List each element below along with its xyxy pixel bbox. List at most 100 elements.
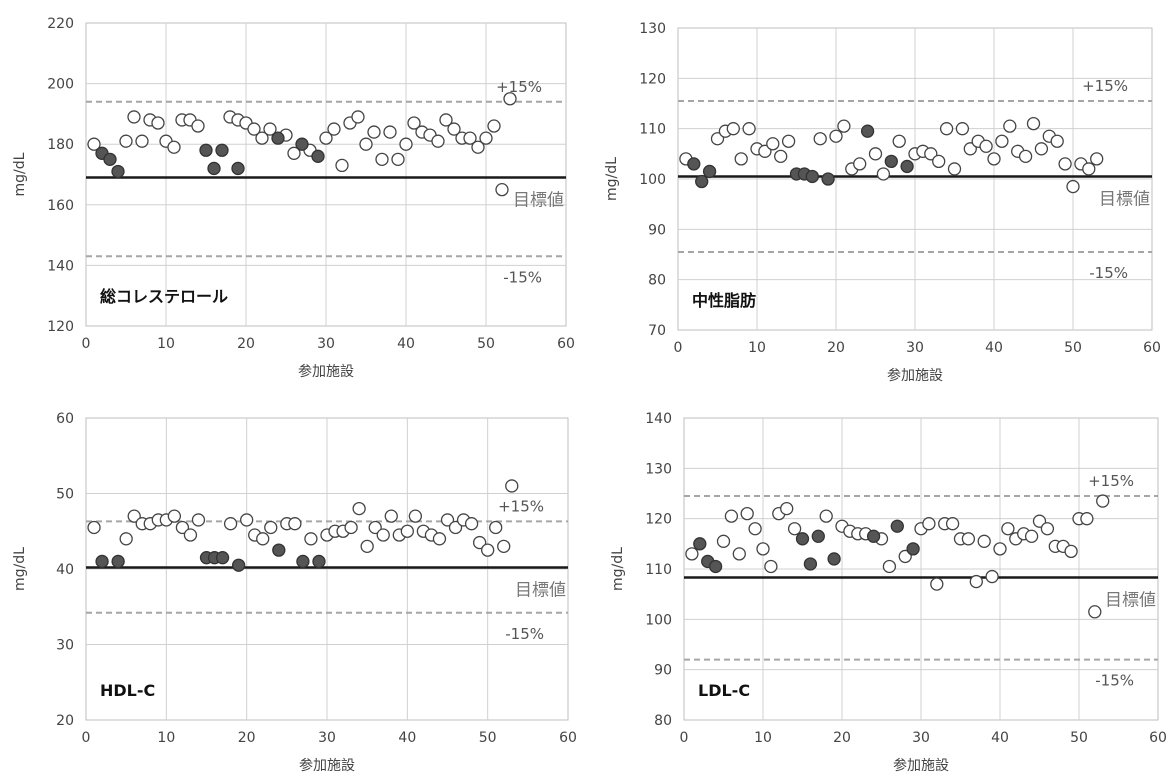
y-tick-label: 80 <box>654 713 672 729</box>
data-point-open <box>922 517 936 531</box>
data-point-open <box>304 532 318 546</box>
data-point-open <box>400 524 414 538</box>
y-tick-label: 160 <box>47 198 74 214</box>
data-point-open <box>756 542 770 556</box>
data-point-open <box>780 501 794 516</box>
y-tick-label: 180 <box>47 137 74 153</box>
x-tick-label: 60 <box>557 336 575 352</box>
data-point-filled <box>272 543 286 557</box>
target-label: 目標値 <box>513 191 564 211</box>
x-tick-label: 50 <box>479 730 497 746</box>
data-point-open <box>742 122 756 136</box>
y-tick-label: 110 <box>645 562 672 578</box>
data-point-open <box>726 122 740 136</box>
data-point-open <box>993 542 1007 556</box>
data-point-open <box>497 539 511 553</box>
x-tick-label: 20 <box>237 336 255 352</box>
data-point-open <box>819 509 833 523</box>
data-point-filled <box>296 554 310 569</box>
x-tick-label: 40 <box>991 730 1009 746</box>
data-point-open <box>1040 522 1055 536</box>
data-point-open <box>352 501 366 516</box>
x-tick-label: 10 <box>157 730 175 746</box>
data-point-filled <box>215 551 230 565</box>
data-point-open <box>853 157 867 171</box>
data-point-open <box>407 116 421 130</box>
data-point-open <box>287 146 301 160</box>
data-point-open <box>748 522 762 536</box>
y-tick-label: 120 <box>47 319 74 335</box>
data-point-open <box>932 154 946 169</box>
x-tick-label: 30 <box>318 730 336 746</box>
data-point-filled <box>803 557 818 571</box>
data-point-open <box>837 119 851 133</box>
data-point-open <box>487 119 501 133</box>
data-point-open <box>1080 512 1094 526</box>
data-point-open <box>876 167 891 181</box>
x-tick-label: 30 <box>912 730 930 746</box>
data-point-filled <box>103 152 117 167</box>
data-point-filled <box>207 161 221 176</box>
data-point-filled <box>215 143 229 157</box>
data-point-open <box>924 147 938 161</box>
y-axis-label: mg/dL <box>12 547 28 591</box>
data-point-filled <box>111 164 125 179</box>
data-point-filled <box>695 174 709 189</box>
y-tick-label: 140 <box>645 411 672 427</box>
data-point-open <box>464 517 479 531</box>
data-point-open <box>1003 119 1017 133</box>
y-tick-label: 90 <box>654 663 672 679</box>
data-point-open <box>399 137 413 151</box>
y-tick-label: 20 <box>56 713 74 729</box>
y-axis-label: mg/dL <box>610 547 626 591</box>
data-point-open <box>979 139 993 153</box>
data-point-open <box>351 110 365 124</box>
data-point-open <box>481 543 495 557</box>
data-point-open <box>945 517 960 531</box>
data-point-open <box>375 152 389 167</box>
data-point-filled <box>795 532 810 546</box>
data-point-filled <box>312 554 326 569</box>
lower-limit-label: -15% <box>1089 264 1128 282</box>
y-tick-label: 100 <box>645 612 672 628</box>
data-point-open <box>263 122 277 136</box>
data-point-open <box>987 152 1001 166</box>
data-point-open <box>892 134 906 148</box>
x-tick-label: 0 <box>674 340 683 356</box>
y-tick-label: 220 <box>47 16 74 32</box>
y-axis-label: mg/dL <box>12 152 28 196</box>
data-point-open <box>335 158 349 173</box>
lower-limit-label: -15% <box>503 268 542 286</box>
data-point-open <box>472 535 487 550</box>
data-point-open <box>766 137 780 151</box>
data-point-open <box>734 152 748 166</box>
x-axis-label: 参加施設 <box>299 757 355 774</box>
data-point-filled <box>199 143 213 157</box>
data-point-open <box>1066 179 1080 194</box>
data-point-open <box>368 520 382 535</box>
x-tick-label: 20 <box>238 730 256 746</box>
data-point-open <box>463 131 477 145</box>
data-point-open <box>716 534 731 548</box>
data-point-open <box>247 122 261 136</box>
panel-title: 総コレステロール <box>100 287 228 306</box>
x-tick-label: 10 <box>748 340 766 356</box>
data-point-filled <box>693 537 707 551</box>
y-tick-label: 70 <box>648 323 666 339</box>
data-point-open <box>963 142 977 156</box>
data-point-open <box>503 92 517 106</box>
lower-limit-label: -15% <box>505 625 544 643</box>
y-tick-label: 120 <box>639 71 666 87</box>
y-tick-label: 120 <box>645 512 672 528</box>
x-axis-label: 参加施設 <box>887 367 943 384</box>
data-point-open <box>1001 522 1015 536</box>
data-point-filled <box>866 529 881 543</box>
data-point-open <box>127 110 141 124</box>
data-point-open <box>898 549 912 564</box>
data-point-open <box>1050 134 1064 148</box>
data-point-open <box>1026 116 1041 131</box>
x-tick-label: 40 <box>985 340 1003 356</box>
x-tick-label: 0 <box>680 730 689 746</box>
